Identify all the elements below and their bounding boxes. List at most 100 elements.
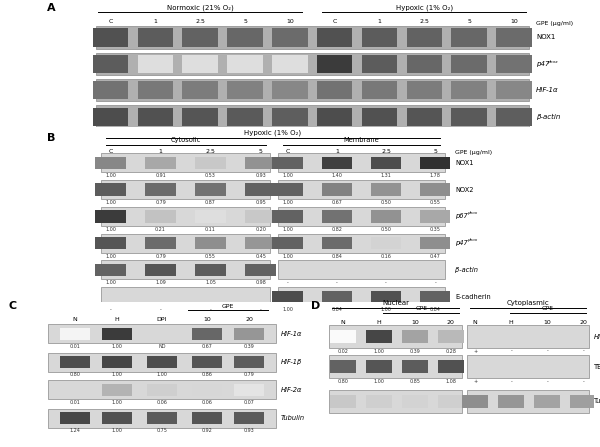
- Text: 1.08: 1.08: [445, 379, 457, 384]
- Bar: [182, 108, 218, 126]
- Text: 0.21: 0.21: [155, 227, 166, 232]
- Text: 20: 20: [245, 317, 253, 322]
- Text: -: -: [511, 349, 512, 354]
- Text: 20: 20: [579, 320, 587, 325]
- Text: 0.06: 0.06: [202, 400, 212, 405]
- Bar: [278, 153, 445, 172]
- Bar: [49, 380, 275, 400]
- Text: 1.00: 1.00: [380, 307, 391, 312]
- Bar: [227, 81, 263, 99]
- Bar: [196, 183, 226, 196]
- Text: 0.11: 0.11: [205, 227, 216, 232]
- Bar: [245, 264, 276, 276]
- Text: p67: p67: [455, 213, 467, 219]
- Bar: [371, 210, 401, 223]
- Text: TBP: TBP: [594, 364, 600, 370]
- Bar: [147, 412, 177, 424]
- Bar: [272, 156, 303, 169]
- Text: 1.00: 1.00: [112, 372, 122, 377]
- Bar: [407, 81, 442, 99]
- Text: H: H: [509, 320, 514, 325]
- Bar: [272, 28, 308, 46]
- Text: DPI: DPI: [157, 317, 167, 322]
- Text: NOX2: NOX2: [455, 186, 473, 193]
- Bar: [420, 291, 451, 303]
- Bar: [93, 55, 128, 73]
- Text: NOX1: NOX1: [455, 160, 473, 166]
- Text: 0.39: 0.39: [244, 344, 254, 349]
- Text: 0.01: 0.01: [70, 344, 80, 349]
- Text: 0.95: 0.95: [255, 200, 266, 205]
- Text: -: -: [547, 349, 548, 354]
- Bar: [272, 237, 303, 249]
- Text: GPE: GPE: [222, 304, 234, 309]
- Text: 0.79: 0.79: [244, 372, 254, 377]
- Bar: [420, 237, 451, 249]
- Text: Normoxic (21% O₂): Normoxic (21% O₂): [167, 4, 233, 11]
- Bar: [101, 153, 271, 172]
- Text: β-actin: β-actin: [536, 114, 560, 120]
- Bar: [329, 390, 462, 413]
- Bar: [322, 183, 352, 196]
- Text: N: N: [473, 320, 478, 325]
- Text: 0.82: 0.82: [331, 227, 342, 232]
- Text: 1.00: 1.00: [105, 227, 116, 232]
- Text: 0.39: 0.39: [410, 349, 420, 354]
- Text: C: C: [286, 149, 290, 154]
- Bar: [102, 328, 133, 340]
- Bar: [322, 156, 352, 169]
- Bar: [329, 355, 462, 379]
- Bar: [145, 210, 176, 223]
- Text: 1.00: 1.00: [112, 344, 122, 349]
- Text: C: C: [109, 149, 113, 154]
- Text: -: -: [160, 307, 161, 312]
- Bar: [362, 81, 397, 99]
- Text: 0.02: 0.02: [337, 349, 349, 354]
- Text: 1.00: 1.00: [373, 379, 385, 384]
- Text: 1.00: 1.00: [282, 200, 293, 205]
- Bar: [496, 81, 532, 99]
- Bar: [317, 55, 352, 73]
- Text: 0.86: 0.86: [202, 372, 212, 377]
- Bar: [145, 156, 176, 169]
- Bar: [272, 81, 308, 99]
- Text: 1: 1: [377, 20, 382, 25]
- Bar: [366, 330, 392, 343]
- Text: β-actin: β-actin: [455, 267, 478, 273]
- Text: 0.84: 0.84: [331, 253, 342, 258]
- Bar: [145, 264, 176, 276]
- Bar: [182, 81, 218, 99]
- Text: 0.79: 0.79: [155, 253, 166, 258]
- Bar: [182, 28, 218, 46]
- Text: Hypoxic (1% O₂): Hypoxic (1% O₂): [396, 4, 453, 11]
- Text: 1.00: 1.00: [105, 200, 116, 205]
- Bar: [196, 156, 226, 169]
- Text: Hypoxic (1% O₂): Hypoxic (1% O₂): [244, 130, 301, 136]
- Text: HIF-1α: HIF-1α: [281, 331, 302, 337]
- Bar: [278, 234, 445, 253]
- Bar: [420, 183, 451, 196]
- Bar: [60, 328, 90, 340]
- Text: -: -: [110, 307, 112, 312]
- Bar: [101, 234, 271, 253]
- Bar: [272, 55, 308, 73]
- Bar: [234, 412, 265, 424]
- Bar: [278, 287, 445, 306]
- Text: 1.00: 1.00: [282, 227, 293, 232]
- Text: GPE: GPE: [542, 306, 554, 311]
- Bar: [245, 237, 276, 249]
- Bar: [145, 183, 176, 196]
- Bar: [278, 180, 445, 199]
- Bar: [366, 395, 392, 408]
- Text: 0.91: 0.91: [155, 173, 166, 178]
- Text: 1.00: 1.00: [282, 253, 293, 258]
- Text: HIF-1α: HIF-1α: [536, 87, 559, 93]
- Text: H: H: [377, 320, 381, 325]
- Bar: [402, 395, 428, 408]
- Bar: [420, 210, 451, 223]
- Text: -: -: [434, 280, 436, 285]
- Bar: [93, 28, 128, 46]
- Text: GPE: GPE: [415, 306, 427, 311]
- Bar: [463, 395, 488, 408]
- Bar: [330, 330, 356, 343]
